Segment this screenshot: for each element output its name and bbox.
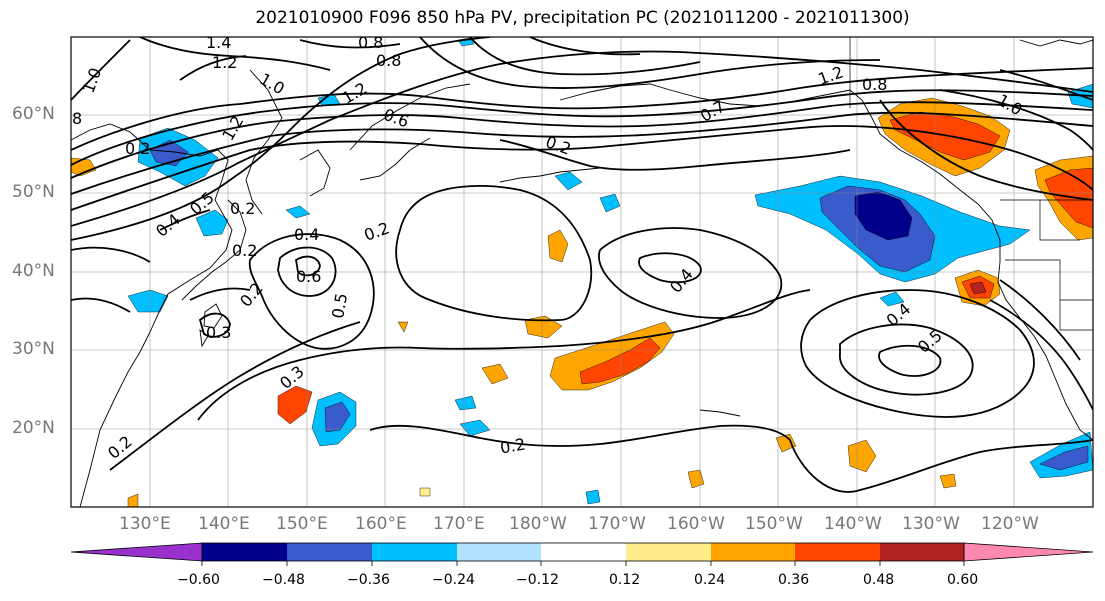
lat-label-60n: 60°N <box>12 104 55 124</box>
colorbar-tick-label: −0.48 <box>262 572 305 588</box>
colorbar-segment <box>711 543 795 561</box>
contour-label: 1.2 <box>212 53 237 72</box>
lon-label: 150°E <box>276 514 328 534</box>
pv-contours <box>71 37 1093 493</box>
colorbar-segment <box>541 543 626 561</box>
boundaries <box>849 37 1093 331</box>
colorbar-tick-label: 0.12 <box>609 572 641 588</box>
contour-label: 0.8 <box>358 33 383 52</box>
plot-frame <box>70 36 1094 508</box>
lon-label: 170°W <box>588 514 646 534</box>
contour-label: 0.3 <box>206 323 231 342</box>
colorbar-segment <box>70 542 203 562</box>
lon-label: 160°W <box>667 514 725 534</box>
lon-label: 170°E <box>433 514 485 534</box>
colorbar-segment <box>457 543 541 561</box>
lat-label-20n: 20°N <box>12 418 55 438</box>
colorbar-segment <box>202 543 287 561</box>
colorbar-tick-label: −0.60 <box>177 572 220 588</box>
colorbar-tick-label: −0.24 <box>432 572 475 588</box>
lon-label: 140°W <box>824 514 882 534</box>
lon-label: 130°E <box>119 514 171 534</box>
contour-label: 0.2 <box>230 199 255 218</box>
map-title: 2021010900 F096 850 hPa PV, precipitatio… <box>255 8 910 28</box>
contour-label: 0.5 <box>328 292 351 320</box>
positive-anomaly-shading <box>71 97 1093 507</box>
colorbar-tick-label: 0.48 <box>863 572 895 588</box>
colorbar-segment <box>963 542 1094 562</box>
graticule <box>71 37 1093 507</box>
lon-label: 160°E <box>355 514 407 534</box>
contour-label: 0.2 <box>499 434 527 457</box>
colorbar-segment <box>626 543 711 561</box>
lon-label: 180°W <box>509 514 567 534</box>
contour-label: 0.8 <box>862 75 887 94</box>
lon-label: 130°W <box>902 514 960 534</box>
colorbar-segment <box>372 543 457 561</box>
colorbar-segment <box>287 543 372 561</box>
colorbar-tick-label: 0.36 <box>778 572 810 588</box>
colorbar-tick-label: −0.36 <box>347 572 390 588</box>
negative-anomaly-shading <box>127 37 1093 505</box>
contour-label: 0.8 <box>376 51 401 70</box>
colorbar-segment <box>880 543 964 561</box>
colorbar <box>70 542 1094 566</box>
contour-label: 1.4 <box>206 33 231 52</box>
lat-label-50n: 50°N <box>12 182 55 202</box>
colorbar-tick-label: 0.24 <box>694 572 726 588</box>
map-plot-area: 1.4 1.2 1.0 0.8 1.2 0.8 0.6 0.2 1.2 0.8 … <box>71 33 1093 507</box>
lat-label-30n: 30°N <box>12 339 55 359</box>
contour-label: 0.4 <box>294 225 319 244</box>
lon-label: 120°W <box>981 514 1039 534</box>
colorbar-segment <box>795 543 880 561</box>
contour-label: 8 <box>72 109 82 128</box>
coastlines <box>71 39 1093 507</box>
contour-label: 0.6 <box>296 267 321 286</box>
lat-label-40n: 40°N <box>12 261 55 281</box>
contour-label: 0.2 <box>125 139 150 158</box>
contour-label: 0.2 <box>232 241 257 260</box>
lon-label: 150°W <box>745 514 803 534</box>
colorbar-tick-label: −0.12 <box>516 572 559 588</box>
lon-label: 140°E <box>198 514 250 534</box>
colorbar-tick-label: 0.60 <box>947 572 979 588</box>
